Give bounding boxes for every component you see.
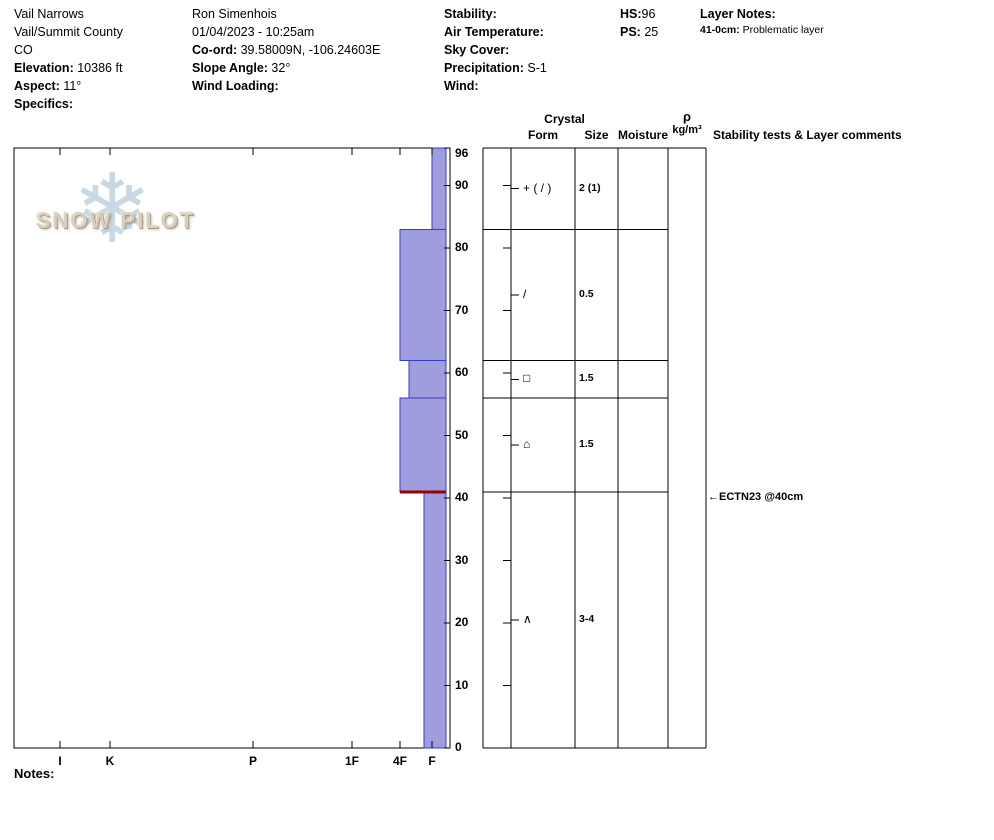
site-region: Vail/Summit County	[14, 25, 123, 39]
site-specifics: Specifics:	[14, 95, 123, 113]
observer-info: Ron Simenhois 01/04/2023 - 10:25am Co-or…	[192, 5, 380, 95]
hardness-bar	[399, 397, 447, 493]
stability-column-header: Stability tests & Layer comments	[713, 128, 902, 142]
hardness-axis-tick-label: K	[105, 754, 115, 768]
depth-axis-tick-label: 80	[455, 240, 469, 254]
depth-axis-tick-label: 60	[455, 365, 469, 379]
layer-note-item: 41-0cm: Problematic layer	[700, 23, 824, 38]
ps-field: PS: 25	[620, 23, 658, 41]
ps-value: 25	[644, 25, 659, 39]
depth-axis-tick-label: 96	[455, 146, 469, 160]
wind-loading-label: Wind Loading:	[192, 79, 279, 93]
crystal-form-symbol: □	[523, 371, 531, 386]
site-info: Vail Narrows Vail/Summit County CO Eleva…	[14, 5, 123, 113]
density-unit-header: kg/m³	[672, 124, 702, 136]
hardness-chart-frame	[13, 147, 451, 749]
crystal-size-value: 0.5	[579, 287, 594, 300]
elevation-value: 10386 ft	[77, 61, 123, 75]
precipitation-value: S-1	[527, 61, 547, 75]
depth-axis-tick-label: 50	[455, 427, 469, 442]
stability-field: Stability:	[444, 5, 547, 23]
site-name: Vail Narrows	[14, 7, 84, 21]
hs-label: HS:	[620, 7, 642, 21]
stability-label: Stability:	[444, 7, 497, 21]
observation-datetime: 01/04/2023 - 10:25am	[192, 25, 315, 39]
hs-field: HS:96	[620, 5, 658, 23]
profile-graphics	[13, 147, 707, 749]
sky-cover-label: Sky Cover:	[444, 43, 510, 57]
elevation-label: Elevation:	[14, 61, 74, 75]
layer-notes-title-text: Layer Notes:	[700, 7, 776, 21]
snowpilot-logo: ❄ SNOW PILOT	[30, 160, 240, 285]
layer-notes-title: Layer Notes:	[700, 5, 824, 23]
hardness-axis-tick-label: 4F	[392, 754, 407, 768]
crystal-size-value: 2 (1)	[579, 181, 601, 194]
air-temperature-label: Air Temperature:	[444, 25, 544, 39]
sky-cover-field: Sky Cover:	[444, 41, 547, 59]
crystal-size-value: 1.5	[579, 437, 594, 450]
air-temperature-field: Air Temperature:	[444, 23, 547, 41]
crystal-size-value: 1.5	[579, 372, 594, 385]
specifics-label: Specifics:	[14, 97, 74, 111]
ps-label: PS:	[620, 25, 641, 39]
chart-labels: 96 90 80 70 60 50 40 30 20 10 0 I K P 1F 4F F + ( / ) 2 (1…	[0, 105, 994, 768]
wind-field: Wind:	[444, 77, 547, 95]
wind-loading: Wind Loading:	[192, 77, 380, 95]
depth-axis-tick-label: 30	[455, 552, 469, 567]
moisture-column-header: Moisture	[617, 128, 668, 142]
hs-value: 96	[641, 7, 656, 21]
observer-name: Ron Simenhois	[192, 7, 277, 21]
depth-axis-tick-label: 10	[455, 677, 469, 692]
wind-label: Wind:	[444, 79, 479, 93]
crystal-size-value: 3-4	[579, 612, 595, 625]
slope-angle: Slope Angle: 32°	[192, 59, 380, 77]
depth-axis-tick-label: 40	[455, 490, 469, 504]
layer-table-grid	[482, 147, 707, 749]
notes-label: Notes:	[14, 766, 55, 781]
stability-test-annotation: ←ECTN23 @40cm	[708, 491, 804, 503]
slope-angle-value: 32°	[271, 61, 291, 75]
axis-ticks	[59, 147, 450, 749]
layer-note-text: Problematic layer	[742, 24, 824, 36]
form-column-header: Form	[528, 128, 558, 142]
aspect-value: 11°	[63, 79, 82, 93]
hardness-bar	[408, 360, 447, 399]
coord-value: 39.58009N, -106.24603E	[240, 43, 381, 57]
depth-axis-tick-label: 70	[455, 302, 469, 317]
totals-info: HS:96 PS: 25	[620, 5, 658, 41]
crystal-form-symbol: ⌂	[523, 436, 531, 451]
size-column-header: Size	[584, 128, 609, 142]
aspect-label: Aspect:	[14, 79, 60, 93]
depth-axis-tick-label: 90	[455, 177, 469, 192]
coordinates: Co-ord: 39.58009N, -106.24603E	[192, 41, 380, 59]
precipitation-field: Precipitation: S-1	[444, 59, 547, 77]
site-state: CO	[14, 43, 33, 57]
crystal-form-symbol: /	[523, 286, 527, 301]
crystal-form-symbol: ∧	[523, 611, 532, 626]
header: Vail Narrows Vail/Summit County CO Eleva…	[0, 5, 994, 111]
snowflake-icon: ❄	[72, 156, 153, 263]
conditions-info: Stability: Air Temperature: Sky Cover: P…	[444, 5, 547, 95]
logo-text: SNOW PILOT	[36, 208, 196, 233]
precipitation-label: Precipitation:	[444, 61, 524, 75]
layer-note-depth: 41-0cm:	[700, 24, 740, 36]
site-elevation: Elevation: 10386 ft	[14, 59, 123, 77]
crystal-column-header: Crystal	[544, 112, 585, 126]
slope-angle-label: Slope Angle:	[192, 61, 268, 75]
hardness-axis-tick-label: 1F	[344, 754, 359, 768]
site-aspect: Aspect: 11°	[14, 77, 123, 95]
snow-profile-chart: ❄ SNOW PILOT Crystal Form Size Moisture …	[0, 105, 994, 768]
hardness-axis-tick-label: P	[248, 754, 257, 768]
hardness-bars	[399, 147, 447, 749]
depth-axis-tick-label: 20	[455, 615, 469, 629]
layer-notes: Layer Notes: 41-0cm: Problematic layer	[700, 5, 824, 38]
hardness-axis-tick-label: I	[58, 754, 62, 768]
coord-label: Co-ord:	[192, 43, 238, 57]
density-symbol-header: ρ	[682, 109, 692, 124]
crystal-form-symbol: + ( / )	[523, 180, 552, 195]
hardness-axis-tick-label: F	[428, 754, 436, 768]
depth-axis-tick-label: 0	[455, 740, 462, 754]
